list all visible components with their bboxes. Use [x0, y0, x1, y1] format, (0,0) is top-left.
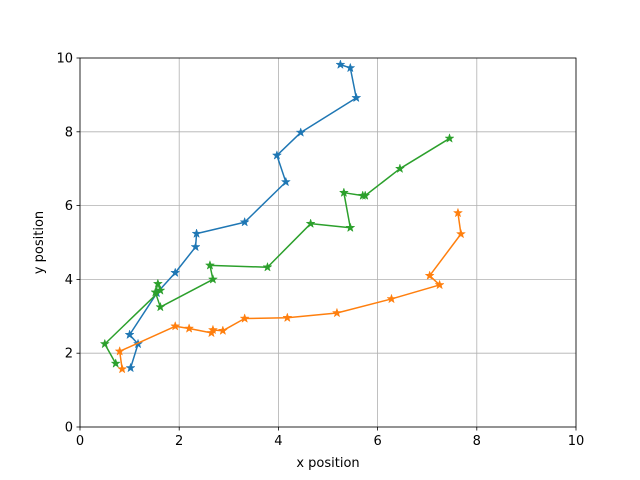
series-2-point	[117, 363, 128, 374]
series-2-point	[282, 312, 293, 323]
series-2-point	[452, 207, 464, 218]
x-tick-label: 2	[175, 434, 183, 449]
series-2-point	[455, 228, 467, 239]
series-1-point	[170, 267, 181, 278]
series-1-point	[125, 362, 136, 373]
y-tick-label: 10	[56, 52, 73, 67]
x-axis-label: x position	[296, 456, 359, 471]
series-1-point	[351, 92, 362, 103]
series-2-point	[184, 323, 195, 333]
series-1-point	[190, 241, 201, 252]
axes-frame	[79, 57, 577, 428]
series-layer	[99, 59, 467, 374]
x-tick-label: 8	[473, 434, 481, 449]
series-2	[114, 207, 467, 374]
x-tick-label: 0	[76, 434, 84, 449]
y-tick-label: 2	[65, 347, 73, 362]
series-1-point	[124, 329, 135, 340]
x-tick-label: 6	[373, 434, 381, 449]
series-3-point	[152, 278, 163, 289]
series-2-point	[217, 325, 228, 336]
series-2-point	[331, 307, 343, 318]
series-2-point	[386, 293, 397, 304]
series-3-point	[444, 133, 455, 143]
y-tick-label: 4	[65, 273, 73, 288]
y-tick-label: 8	[65, 125, 73, 140]
y-tick-label: 6	[65, 199, 73, 214]
series-2-point	[114, 345, 125, 356]
series-1-point	[335, 59, 346, 69]
grid	[79, 57, 577, 428]
ticks: 0 2 4 6 8 10 0 2 4 6 8 10	[56, 52, 584, 450]
series-3	[99, 133, 455, 368]
series-3-point	[345, 222, 356, 233]
y-axis-label: y position	[32, 211, 47, 274]
series-3-point	[204, 260, 216, 270]
series-1-point	[295, 127, 306, 137]
series-1-point	[345, 62, 356, 73]
series-2-point	[424, 270, 435, 281]
x-tick-label: 4	[274, 434, 282, 449]
x-tick-label: 10	[568, 434, 585, 449]
series-3-point	[155, 285, 166, 295]
series-3-point	[357, 190, 368, 200]
series-2-point	[239, 313, 250, 323]
series-3-point	[155, 301, 166, 312]
series-1-point	[239, 216, 250, 227]
series-3-point	[338, 187, 349, 198]
series-3-point	[305, 218, 316, 229]
series-1-point	[271, 150, 283, 160]
series-2-point	[206, 327, 217, 338]
series-2-point	[170, 320, 181, 331]
series-2-point	[434, 279, 445, 290]
series-3-point	[262, 261, 273, 272]
series-1	[124, 59, 362, 373]
series-1-line	[128, 63, 358, 369]
series-3-point	[99, 338, 110, 349]
axes-background	[80, 58, 576, 427]
series-3-point	[110, 358, 121, 368]
series-3-point	[394, 163, 406, 174]
series-3-point	[207, 274, 219, 284]
series-1-point	[280, 176, 291, 187]
y-tick-label: 0	[65, 421, 73, 436]
series-1-point	[191, 228, 202, 238]
